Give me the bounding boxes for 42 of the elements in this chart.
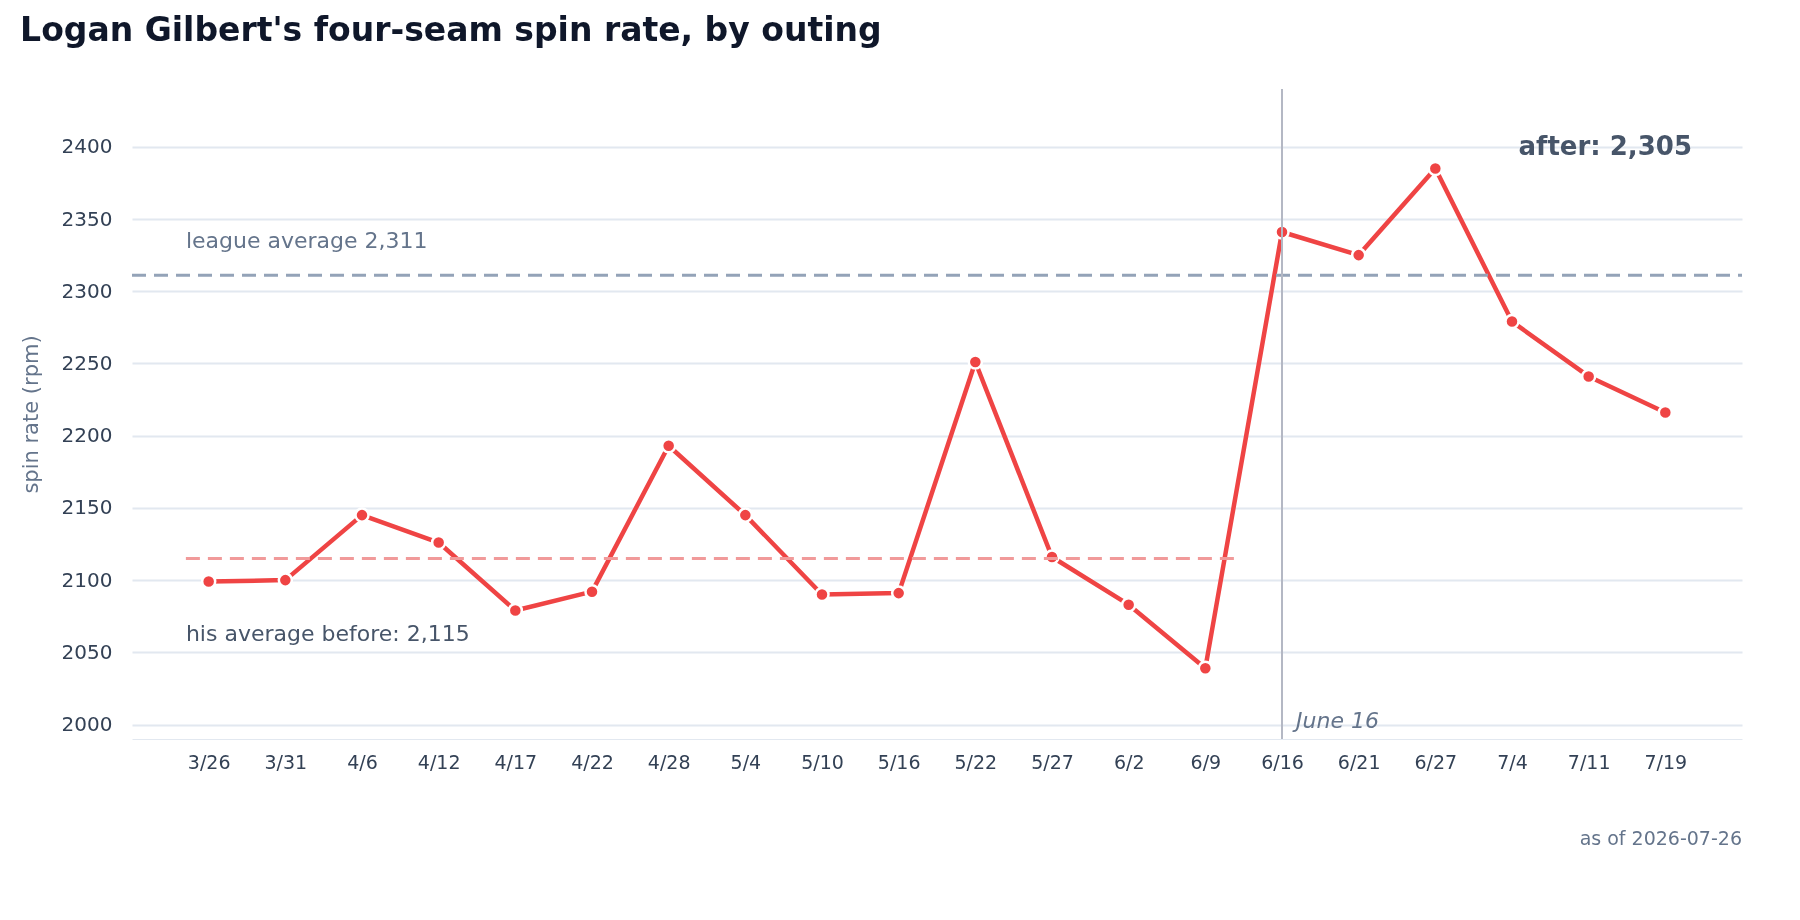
x-tick-label: 4/17: [494, 750, 538, 773]
x-tick-label: 5/10: [801, 750, 844, 773]
point: [1504, 313, 1520, 330]
y-tick-label: 2400: [61, 134, 113, 159]
y-tick-label: 2000: [61, 712, 113, 737]
ref-line-label: his average before: 2,115: [185, 621, 470, 647]
x-tick-label: 3/26: [187, 750, 231, 773]
point: [967, 354, 984, 370]
x-tick-label: 4/28: [647, 750, 691, 773]
x-tick-label: 3/31: [264, 750, 308, 773]
y-tick-label: 2150: [61, 495, 113, 520]
y-tick-label: 2050: [61, 639, 113, 664]
x-tick-label: 6/16: [1261, 750, 1304, 773]
x-tick-label: 7/11: [1567, 750, 1611, 773]
x-tick-label: 7/19: [1644, 750, 1688, 773]
x-tick-label: 4/22: [571, 750, 614, 773]
point: [354, 507, 370, 523]
x-tick-label: 6/27: [1414, 750, 1458, 773]
x-tick-label: 5/27: [1031, 750, 1074, 773]
x-tick-label: 6/21: [1337, 750, 1381, 773]
x-tick-label: 6/9: [1190, 750, 1222, 773]
x-tick-label: 5/16: [877, 750, 921, 773]
y-tick-label: 2200: [61, 423, 113, 448]
ref-line-label: league average 2,311: [185, 228, 428, 254]
ref-line-label: June 16: [1292, 708, 1379, 733]
point: [1350, 247, 1367, 263]
x-tick-label: 4/12: [417, 750, 461, 773]
text: as of 2026-07-26: [1579, 827, 1742, 849]
x-tick-label: 7/4: [1497, 750, 1528, 773]
x-tick-label: 4/6: [347, 750, 378, 773]
annotation: after: 2,305: [1518, 131, 1692, 161]
point: [277, 572, 294, 588]
x-tick-label: 5/22: [954, 750, 998, 773]
y-tick-label: 2250: [61, 350, 113, 375]
point: [737, 507, 754, 523]
chart-title: Logan Gilbert's four-seam spin rate, by outing: [20, 10, 882, 49]
x-tick-label: 6/2: [1113, 750, 1145, 773]
y-tick-label: 2350: [61, 206, 113, 231]
y-tick-label: 2300: [61, 278, 113, 303]
y-axis-title: spin rate (rpm): [18, 335, 43, 494]
y-tick-label: 2100: [61, 567, 113, 592]
x-tick-label: 5/4: [730, 750, 762, 773]
